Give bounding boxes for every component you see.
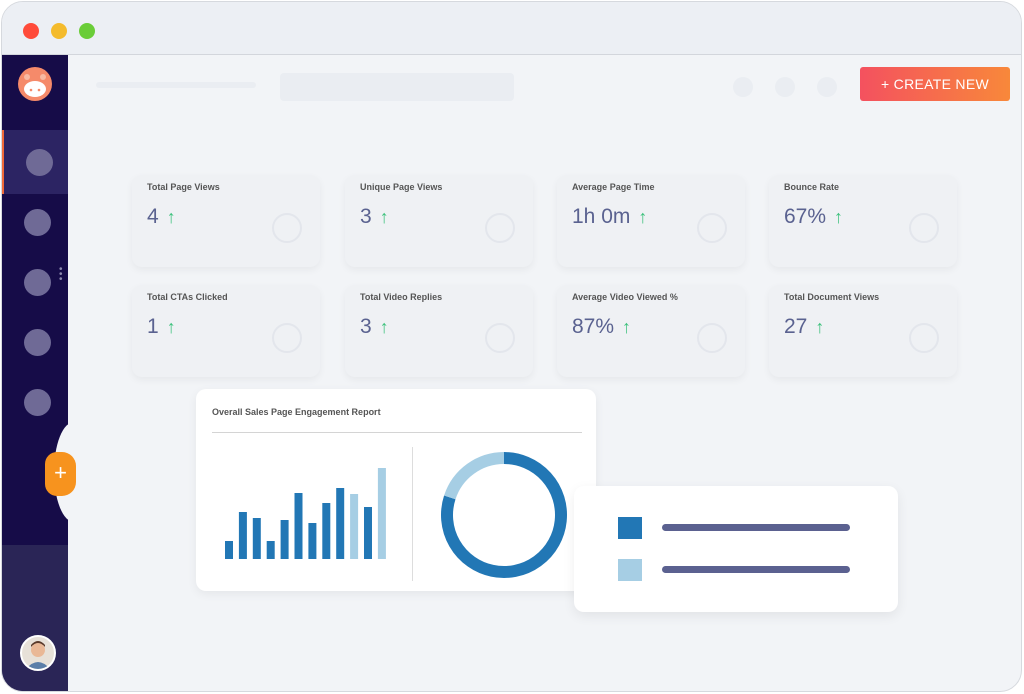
sidebar-item-4[interactable]: [2, 310, 68, 374]
sidebar-item-2[interactable]: [2, 190, 68, 254]
bar: [350, 494, 359, 559]
search-placeholder[interactable]: [280, 73, 514, 101]
stat-label: Average Video Viewed %: [572, 292, 678, 302]
stat-value: 67% ↑: [784, 205, 843, 229]
divider: [412, 447, 413, 581]
chart-legend: [574, 486, 898, 612]
stat-label: Bounce Rate: [784, 182, 840, 192]
nav-icon: [24, 209, 51, 236]
stat-value: 1 ↑: [147, 315, 176, 339]
sidebar: • • •: [2, 55, 68, 691]
stat-card[interactable]: Average Video Viewed % 87% ↑: [557, 285, 745, 377]
header-icon[interactable]: [733, 77, 753, 97]
maximize-window-button[interactable]: [79, 23, 95, 39]
bar: [336, 488, 345, 559]
divider: [212, 432, 582, 433]
bar: [308, 523, 317, 559]
stat-number: 1: [147, 315, 159, 338]
donut-slice: [444, 452, 505, 500]
reply-icon: [485, 323, 515, 353]
stat-value: 3 ↑: [360, 315, 389, 339]
stat-value: 4 ↑: [147, 205, 176, 229]
hippo-logo-icon: [24, 74, 46, 97]
bar: [266, 541, 275, 559]
donut-slice: [441, 452, 567, 578]
title-bar: [2, 2, 1021, 55]
stat-label: Total CTAs Clicked: [147, 292, 228, 302]
stat-number: 1h 0m: [572, 205, 631, 228]
stat-label: Total Page Views: [147, 182, 220, 192]
legend-label-placeholder: [662, 524, 850, 531]
bar: [364, 507, 372, 559]
sidebar-item-1[interactable]: [2, 130, 68, 194]
nav-icon: [24, 389, 51, 416]
sidebar-item-3[interactable]: [2, 250, 68, 314]
stat-number: 3: [360, 205, 372, 228]
stat-card[interactable]: Unique Page Views 3 ↑: [345, 175, 533, 267]
add-button[interactable]: +: [45, 452, 76, 496]
bar: [377, 468, 386, 559]
stat-label: Total Document Views: [784, 292, 880, 302]
more-icon[interactable]: • • •: [59, 264, 63, 285]
arrow-up-icon: ↑: [815, 317, 825, 337]
stat-number: 4: [147, 205, 159, 228]
donut-chart: [441, 452, 567, 578]
stat-card[interactable]: Total Page Views 4 ↑: [132, 175, 320, 267]
arrow-up-icon: ↑: [834, 207, 844, 227]
brand-logo[interactable]: [18, 67, 52, 101]
bar: [238, 512, 247, 559]
stat-value: 27 ↑: [784, 315, 824, 339]
play-icon: [697, 323, 727, 353]
breadcrumb-placeholder: [96, 82, 256, 88]
legend-swatch-dark: [618, 517, 642, 539]
stat-value: 1h 0m ↑: [572, 205, 647, 229]
user-avatar[interactable]: [20, 635, 56, 671]
stat-value: 87% ↑: [572, 315, 631, 339]
nav-icon: [24, 329, 51, 356]
arrow-up-icon: ↑: [379, 207, 389, 227]
legend-label-placeholder: [662, 566, 850, 573]
bar: [322, 503, 331, 559]
arrow-up-icon: ↑: [638, 207, 648, 227]
nav-icon: [24, 269, 51, 296]
nav-icon: [26, 149, 53, 176]
stat-card[interactable]: Total CTAs Clicked 1 ↑: [132, 285, 320, 377]
stat-card[interactable]: Total Video Replies 3 ↑: [345, 285, 533, 377]
bar-chart: [225, 468, 386, 559]
stat-card[interactable]: Bounce Rate 67% ↑: [769, 175, 957, 267]
stat-label: Unique Page Views: [360, 182, 443, 192]
eye-icon: [272, 213, 302, 243]
header-icon[interactable]: [775, 77, 795, 97]
stat-label: Total Video Replies: [360, 292, 443, 302]
clock-icon: [697, 213, 727, 243]
stat-value: 3 ↑: [360, 205, 389, 229]
stat-number: 27: [784, 315, 808, 338]
cursor-icon: [272, 323, 302, 353]
stat-number: 67%: [784, 205, 827, 228]
stat-card[interactable]: Total Document Views 27 ↑: [769, 285, 957, 377]
close-window-button[interactable]: [23, 23, 39, 39]
stat-number: 87%: [572, 315, 615, 338]
report-title: Overall Sales Page Engagement Report: [212, 407, 381, 417]
bar: [280, 520, 289, 559]
bar: [252, 518, 261, 559]
header-icon[interactable]: [817, 77, 837, 97]
create-new-button[interactable]: + CREATE NEW: [860, 67, 1010, 101]
eye-icon: [485, 213, 515, 243]
arrow-up-icon: ↑: [166, 207, 176, 227]
stat-label: Average Page Time: [572, 182, 655, 192]
bar: [225, 541, 233, 559]
legend-swatch-light: [618, 559, 642, 581]
arrow-up-icon: ↑: [379, 317, 389, 337]
minimize-window-button[interactable]: [51, 23, 67, 39]
engagement-report-card: Overall Sales Page Engagement Report: [196, 389, 596, 591]
document-icon: [909, 323, 939, 353]
bar: [294, 493, 303, 559]
stat-number: 3: [360, 315, 372, 338]
arrow-up-icon: ↑: [622, 317, 632, 337]
arrow-up-icon: ↑: [166, 317, 176, 337]
bar-chart-icon: [909, 213, 939, 243]
stat-card[interactable]: Average Page Time 1h 0m ↑: [557, 175, 745, 267]
sidebar-item-5[interactable]: [2, 370, 68, 434]
